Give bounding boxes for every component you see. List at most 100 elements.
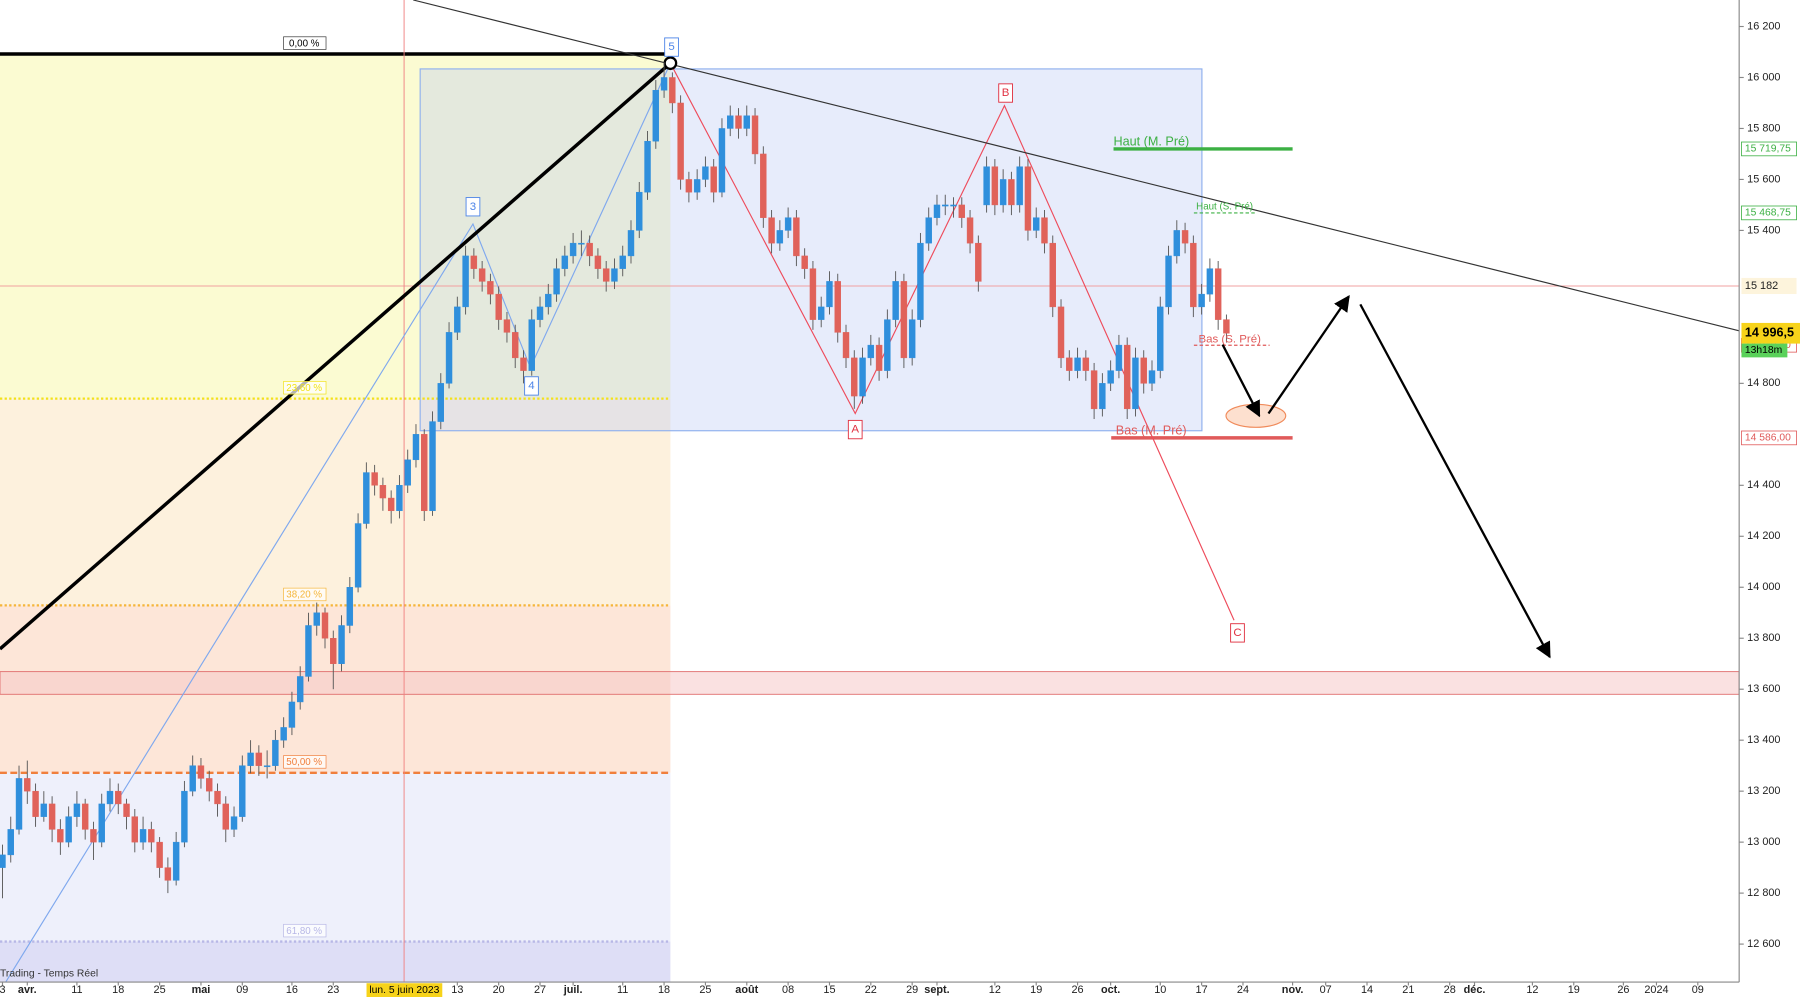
x-tick-label: 2024 xyxy=(1644,984,1668,996)
candle-body xyxy=(1008,179,1015,206)
candle-body xyxy=(1214,268,1222,320)
level-price: 15 719,75 xyxy=(1745,144,1791,155)
candle-body xyxy=(222,803,229,830)
candle-body xyxy=(288,701,296,728)
candle-body xyxy=(669,77,676,104)
candle-body xyxy=(1082,357,1090,371)
level-price: 15 468,75 xyxy=(1745,208,1791,219)
candle-body xyxy=(487,281,494,295)
candle-body xyxy=(925,217,932,244)
candle-body xyxy=(1099,383,1106,410)
candle-body xyxy=(156,841,163,868)
x-tick-label: 22 xyxy=(865,984,877,996)
candle-body xyxy=(387,497,395,512)
candle-body xyxy=(15,778,23,830)
x-tick-label: nov. xyxy=(1282,984,1304,996)
candle-body xyxy=(503,319,511,333)
candle-body xyxy=(917,242,924,320)
candle-body xyxy=(139,829,147,843)
candle-body xyxy=(1066,357,1073,371)
candle-body xyxy=(693,179,701,193)
candle-body xyxy=(950,204,957,207)
candle-body xyxy=(40,803,48,817)
fib-label: 61,80 % xyxy=(286,926,322,937)
source-label: Trading - Temps Réel xyxy=(0,969,98,980)
candle-body xyxy=(586,242,593,257)
candle-body xyxy=(793,217,800,257)
x-tick-label: 26 xyxy=(1072,984,1084,996)
x-tick-label: 20 xyxy=(493,984,505,996)
candle-body xyxy=(437,383,444,422)
wave-label: C xyxy=(1233,627,1241,639)
x-tick-label: mai xyxy=(192,984,211,996)
candle-body xyxy=(247,752,254,766)
wave-box xyxy=(847,419,863,440)
candle-body xyxy=(48,803,56,830)
candle-body xyxy=(908,319,916,359)
last-price-box xyxy=(1741,322,1800,344)
candle-body xyxy=(379,485,387,499)
candle-body xyxy=(81,803,89,830)
resistance-line xyxy=(413,0,1740,332)
y-tick-label: 15 800 xyxy=(1747,122,1780,134)
projection-arrow xyxy=(1221,344,1261,418)
candle-body xyxy=(280,727,287,741)
candle-body xyxy=(677,102,684,180)
projection-arrow xyxy=(1359,303,1551,659)
candle-body xyxy=(1140,357,1147,384)
candle-body xyxy=(578,242,585,245)
candle-body xyxy=(760,153,767,218)
x-tick-label: 28 xyxy=(1444,984,1456,996)
x-tick-label: août xyxy=(735,984,758,996)
candle-body xyxy=(429,421,436,512)
candle-body xyxy=(206,778,213,792)
candle-body xyxy=(0,854,6,868)
candle-body xyxy=(1181,230,1189,244)
candle-body xyxy=(1041,217,1048,244)
annotations: 0,00 % 23,60 % 38,20 % 50,00 % 61,80 % Haut (… xyxy=(283,36,1261,938)
candle-body xyxy=(1223,319,1230,334)
x-tick-label: 29 xyxy=(906,984,918,996)
countdown-box xyxy=(1741,343,1788,358)
candle-body xyxy=(594,255,602,269)
candle-body xyxy=(743,115,750,129)
x-tick-label: avr. xyxy=(18,984,37,996)
candle-body xyxy=(1033,217,1040,231)
x-tick-label: 07 xyxy=(1320,984,1332,996)
x-tick-label: 19 xyxy=(1568,984,1580,996)
candle-body xyxy=(296,676,304,703)
candle-body xyxy=(826,281,833,308)
candle-body xyxy=(520,357,527,371)
candle-body xyxy=(197,765,205,779)
candle-body xyxy=(768,217,775,244)
reference-price-box xyxy=(1741,277,1797,295)
candle-body xyxy=(999,179,1007,206)
wave-label: 4 xyxy=(528,380,535,392)
candle-body xyxy=(412,434,420,461)
projection-arrow xyxy=(1267,295,1350,415)
candle-body xyxy=(148,829,155,843)
x-tick-label: 27 xyxy=(534,984,546,996)
candle-body xyxy=(884,319,891,371)
backgrounds xyxy=(0,54,1740,983)
x-tick-label: juil. xyxy=(563,984,583,996)
wave-label: 3 xyxy=(470,201,476,213)
x-tick-label: 09 xyxy=(1692,984,1704,996)
y-axis-area xyxy=(1739,0,1800,997)
x-tick-label: 16 xyxy=(286,984,298,996)
x-tick-label: 25 xyxy=(154,984,166,996)
x-tick-label: 21 xyxy=(1402,984,1414,996)
candle-body xyxy=(24,778,31,792)
candle-body xyxy=(784,217,792,231)
candle-body xyxy=(528,319,535,371)
candle-body xyxy=(1123,344,1131,410)
candle-body xyxy=(685,179,693,193)
x-tick-label: 13 xyxy=(451,984,463,996)
candle-body xyxy=(338,625,345,664)
candle-body xyxy=(1057,306,1065,359)
candle-body xyxy=(172,841,180,881)
candle-body xyxy=(32,790,39,817)
